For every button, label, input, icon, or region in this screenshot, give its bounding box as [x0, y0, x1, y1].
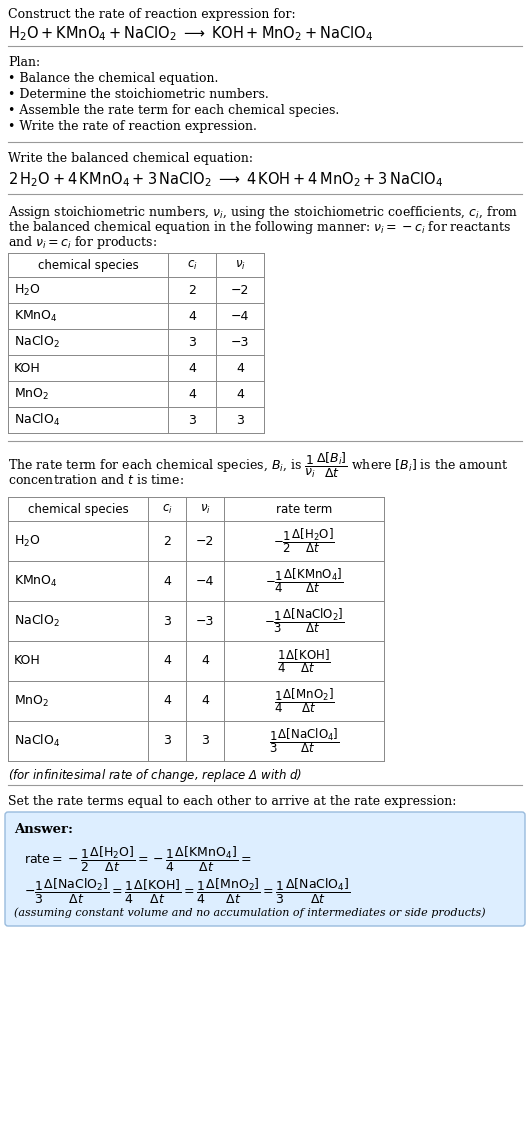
Text: $\mathrm{H_2O}$: $\mathrm{H_2O}$: [14, 282, 41, 297]
Text: $c_i$: $c_i$: [162, 503, 172, 516]
Text: Set the rate terms equal to each other to arrive at the rate expression:: Set the rate terms equal to each other t…: [8, 795, 456, 808]
Text: Answer:: Answer:: [14, 823, 73, 836]
Text: (for infinitesimal rate of change, replace Δ with $d$): (for infinitesimal rate of change, repla…: [8, 767, 302, 784]
Text: $c_i$: $c_i$: [187, 258, 197, 272]
Text: 4: 4: [163, 694, 171, 708]
Text: 4: 4: [163, 575, 171, 587]
Text: $\mathrm{MnO_2}$: $\mathrm{MnO_2}$: [14, 693, 49, 709]
Text: −2: −2: [196, 535, 214, 547]
Text: $\nu_i$: $\nu_i$: [200, 503, 210, 516]
Text: Plan:: Plan:: [8, 56, 40, 69]
Text: chemical species: chemical species: [38, 258, 138, 272]
Text: 4: 4: [201, 654, 209, 668]
Text: • Write the rate of reaction expression.: • Write the rate of reaction expression.: [8, 119, 257, 133]
Text: $-\dfrac{1}{3}\dfrac{\Delta[\mathrm{NaClO_2}]}{\Delta t}$: $-\dfrac{1}{3}\dfrac{\Delta[\mathrm{NaCl…: [264, 607, 344, 635]
Text: $\mathrm{rate} = -\dfrac{1}{2}\dfrac{\Delta[\mathrm{H_2O}]}{\Delta t} = -\dfrac{: $\mathrm{rate} = -\dfrac{1}{2}\dfrac{\De…: [24, 846, 251, 874]
Text: rate term: rate term: [276, 503, 332, 516]
Text: 4: 4: [188, 362, 196, 374]
Text: 3: 3: [201, 734, 209, 748]
Text: $\mathrm{MnO_2}$: $\mathrm{MnO_2}$: [14, 387, 49, 402]
Text: −4: −4: [196, 575, 214, 587]
Text: $\mathrm{2\,H_2O + 4\,KMnO_4 + 3\,NaClO_2 \;\longrightarrow\; 4\,KOH + 4\,MnO_2 : $\mathrm{2\,H_2O + 4\,KMnO_4 + 3\,NaClO_…: [8, 170, 444, 189]
Text: $\dfrac{1}{4}\dfrac{\Delta[\mathrm{MnO_2}]}{\Delta t}$: $\dfrac{1}{4}\dfrac{\Delta[\mathrm{MnO_2…: [273, 686, 334, 716]
Text: $-\dfrac{1}{3}\dfrac{\Delta[\mathrm{NaClO_2}]}{\Delta t} = \dfrac{1}{4}\dfrac{\D: $-\dfrac{1}{3}\dfrac{\Delta[\mathrm{NaCl…: [24, 877, 351, 906]
Text: $\mathrm{NaClO_2}$: $\mathrm{NaClO_2}$: [14, 333, 60, 351]
Text: chemical species: chemical species: [28, 503, 128, 516]
Text: 4: 4: [236, 388, 244, 401]
Text: $\nu_i$: $\nu_i$: [235, 258, 245, 272]
Text: $\mathrm{KMnO_4}$: $\mathrm{KMnO_4}$: [14, 308, 58, 323]
Text: and $\nu_i = c_i$ for products:: and $\nu_i = c_i$ for products:: [8, 234, 157, 251]
Text: • Determine the stoichiometric numbers.: • Determine the stoichiometric numbers.: [8, 88, 269, 101]
Text: KOH: KOH: [14, 654, 41, 668]
Text: $\dfrac{1}{3}\dfrac{\Delta[\mathrm{NaClO_4}]}{\Delta t}$: $\dfrac{1}{3}\dfrac{\Delta[\mathrm{NaClO…: [269, 726, 339, 756]
Text: $-\dfrac{1}{2}\dfrac{\Delta[\mathrm{H_2O}]}{\Delta t}$: $-\dfrac{1}{2}\dfrac{\Delta[\mathrm{H_2O…: [273, 527, 335, 555]
Bar: [8, 497, 384, 761]
Text: 3: 3: [188, 336, 196, 348]
Text: KOH: KOH: [14, 362, 41, 374]
Text: 4: 4: [188, 310, 196, 322]
Text: Assign stoichiometric numbers, $\nu_i$, using the stoichiometric coefficients, $: Assign stoichiometric numbers, $\nu_i$, …: [8, 204, 518, 221]
Text: −3: −3: [196, 615, 214, 627]
Text: $\mathrm{H_2O + KMnO_4 + NaClO_2 \;\longrightarrow\; KOH + MnO_2 + NaClO_4}$: $\mathrm{H_2O + KMnO_4 + NaClO_2 \;\long…: [8, 24, 373, 43]
FancyBboxPatch shape: [5, 813, 525, 926]
Text: $\mathrm{KMnO_4}$: $\mathrm{KMnO_4}$: [14, 574, 58, 588]
Text: the balanced chemical equation in the following manner: $\nu_i = -c_i$ for react: the balanced chemical equation in the fo…: [8, 218, 511, 236]
Text: 3: 3: [188, 413, 196, 427]
Bar: [8, 253, 264, 432]
Text: $\mathrm{NaClO_4}$: $\mathrm{NaClO_4}$: [14, 733, 60, 749]
Text: 3: 3: [236, 413, 244, 427]
Text: The rate term for each chemical species, $B_i$, is $\dfrac{1}{\nu_i}\dfrac{\Delt: The rate term for each chemical species,…: [8, 451, 509, 480]
Text: −4: −4: [231, 310, 249, 322]
Text: Write the balanced chemical equation:: Write the balanced chemical equation:: [8, 152, 253, 165]
Text: 2: 2: [163, 535, 171, 547]
Text: (assuming constant volume and no accumulation of intermediates or side products): (assuming constant volume and no accumul…: [14, 907, 485, 917]
Text: −2: −2: [231, 283, 249, 297]
Text: $\mathrm{NaClO_4}$: $\mathrm{NaClO_4}$: [14, 412, 60, 428]
Text: 4: 4: [201, 694, 209, 708]
Text: concentration and $t$ is time:: concentration and $t$ is time:: [8, 473, 184, 487]
Text: 4: 4: [188, 388, 196, 401]
Text: $\mathrm{H_2O}$: $\mathrm{H_2O}$: [14, 534, 41, 549]
Text: • Assemble the rate term for each chemical species.: • Assemble the rate term for each chemic…: [8, 104, 339, 117]
Text: −3: −3: [231, 336, 249, 348]
Text: 4: 4: [236, 362, 244, 374]
Text: Construct the rate of reaction expression for:: Construct the rate of reaction expressio…: [8, 8, 296, 20]
Text: $\mathrm{NaClO_2}$: $\mathrm{NaClO_2}$: [14, 613, 60, 629]
Text: 3: 3: [163, 615, 171, 627]
Text: $\dfrac{1}{4}\dfrac{\Delta[\mathrm{KOH}]}{\Delta t}$: $\dfrac{1}{4}\dfrac{\Delta[\mathrm{KOH}]…: [277, 648, 331, 675]
Text: 3: 3: [163, 734, 171, 748]
Text: 2: 2: [188, 283, 196, 297]
Text: $-\dfrac{1}{4}\dfrac{\Delta[\mathrm{KMnO_4}]}{\Delta t}$: $-\dfrac{1}{4}\dfrac{\Delta[\mathrm{KMnO…: [265, 567, 343, 595]
Text: • Balance the chemical equation.: • Balance the chemical equation.: [8, 72, 218, 85]
Text: 4: 4: [163, 654, 171, 668]
